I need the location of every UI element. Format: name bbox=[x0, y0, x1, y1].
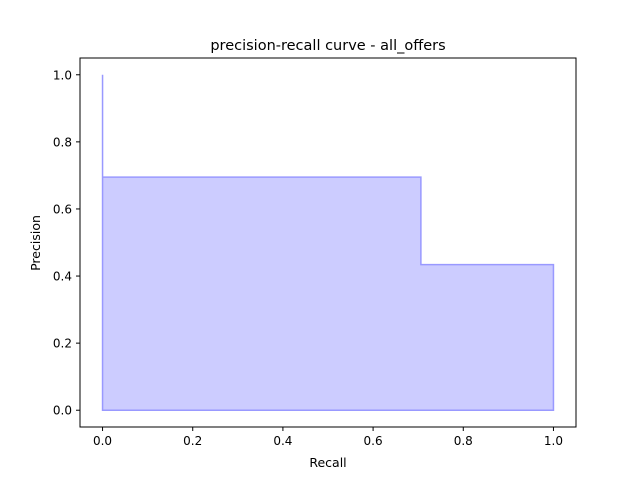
area-fill-series-0 bbox=[102, 74, 554, 411]
y-tick-label: 0.0 bbox=[53, 404, 72, 418]
step-line-series-0 bbox=[101, 74, 555, 411]
y-tick-label: 1.0 bbox=[53, 68, 72, 82]
x-axis-label: Recall bbox=[309, 455, 346, 470]
y-axis-label: Precision bbox=[28, 215, 43, 271]
x-tick-label: 1.0 bbox=[544, 434, 563, 448]
x-tick-label: 0.0 bbox=[93, 434, 112, 448]
x-axis-ticks: 0.0 0.2 0.4 0.6 0.8 1.0 bbox=[93, 427, 563, 448]
x-tick-label: 0.6 bbox=[364, 434, 383, 448]
pr-area-fill bbox=[102, 74, 554, 411]
x-tick-label: 0.4 bbox=[273, 434, 292, 448]
pr-step-line bbox=[101, 74, 555, 411]
y-tick-label: 0.2 bbox=[53, 337, 72, 351]
axes-frame bbox=[79, 57, 577, 428]
x-tick-label: 0.8 bbox=[454, 434, 473, 448]
y-tick-label: 0.8 bbox=[53, 135, 72, 149]
x-tick-label: 0.2 bbox=[183, 434, 202, 448]
chart-title: precision-recall curve - all_offers bbox=[210, 38, 445, 54]
y-tick-label: 0.6 bbox=[53, 202, 72, 216]
y-tick-label: 0.4 bbox=[53, 270, 72, 284]
y-axis-ticks: 0.0 0.2 0.4 0.6 0.8 1.0 bbox=[53, 68, 80, 418]
